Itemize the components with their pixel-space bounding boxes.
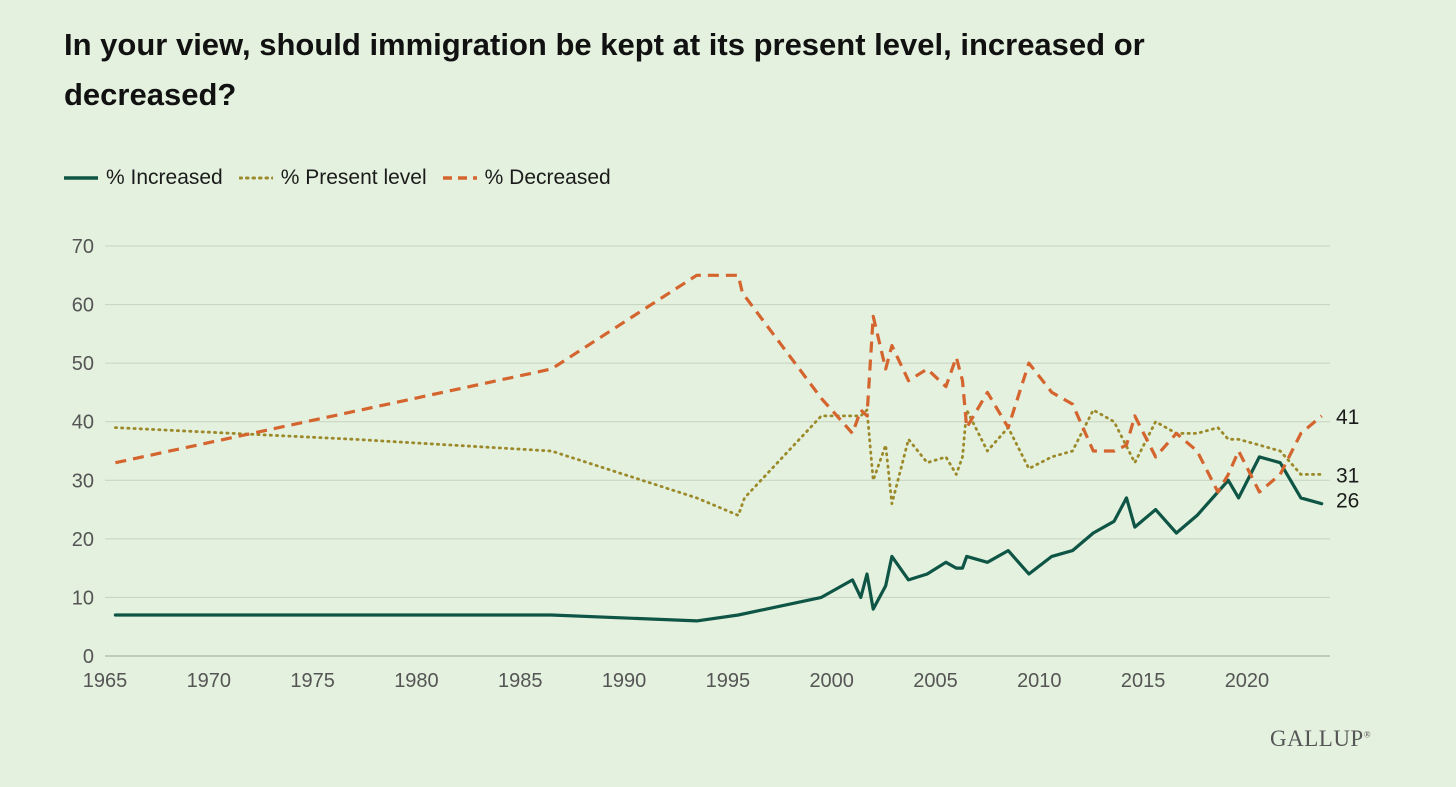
x-tick-label: 2020 <box>1225 670 1270 692</box>
x-tick-label: 2015 <box>1121 670 1166 692</box>
gallup-logo: GALLUP® <box>1270 726 1371 752</box>
y-tick-label: 10 <box>72 587 94 609</box>
legend-item-increased: % Increased <box>64 166 223 190</box>
y-tick-label: 60 <box>72 295 94 317</box>
legend-swatch-present <box>238 176 273 180</box>
y-tick-label: 20 <box>72 529 94 551</box>
legend-label-increased: % Increased <box>106 166 223 189</box>
y-tick-label: 30 <box>72 470 94 492</box>
end-value-label: 26 <box>1336 490 1359 513</box>
y-tick-label: 0 <box>83 646 94 668</box>
brand-text: GALLUP <box>1270 726 1364 751</box>
end-value-label: 41 <box>1336 406 1359 429</box>
series-line-decreased <box>115 273 1323 494</box>
y-tick-label: 70 <box>72 236 94 258</box>
x-tick-label: 1970 <box>187 670 232 692</box>
x-tick-label: 1990 <box>602 670 647 692</box>
x-tick-label: 1975 <box>290 670 335 692</box>
registered-mark: ® <box>1363 729 1372 740</box>
x-tick-label: 1995 <box>706 670 751 692</box>
x-tick-label: 2010 <box>1017 670 1062 692</box>
legend-swatch-decreased <box>442 176 477 180</box>
x-tick-label: 1980 <box>394 670 439 692</box>
x-tick-label: 1985 <box>498 670 543 692</box>
x-tick-label: 2000 <box>809 670 854 692</box>
y-tick-label: 40 <box>72 412 94 434</box>
series-line-present <box>114 408 1324 517</box>
legend-swatch-increased <box>64 176 98 180</box>
end-value-label: 31 <box>1336 464 1359 487</box>
x-tick-label: 1965 <box>83 670 128 692</box>
y-tick-label: 50 <box>72 353 94 375</box>
chart-title: In your view, should immigration be kept… <box>64 27 1145 112</box>
legend-item-decreased: % Decreased <box>442 166 611 190</box>
legend: % Increased % Present level % Decreased <box>64 166 611 190</box>
x-tick-label: 2005 <box>913 670 958 692</box>
legend-label-decreased: % Decreased <box>484 166 611 189</box>
legend-label-present: % Present level <box>280 166 427 189</box>
legend-item-present: % Present level <box>238 166 427 190</box>
